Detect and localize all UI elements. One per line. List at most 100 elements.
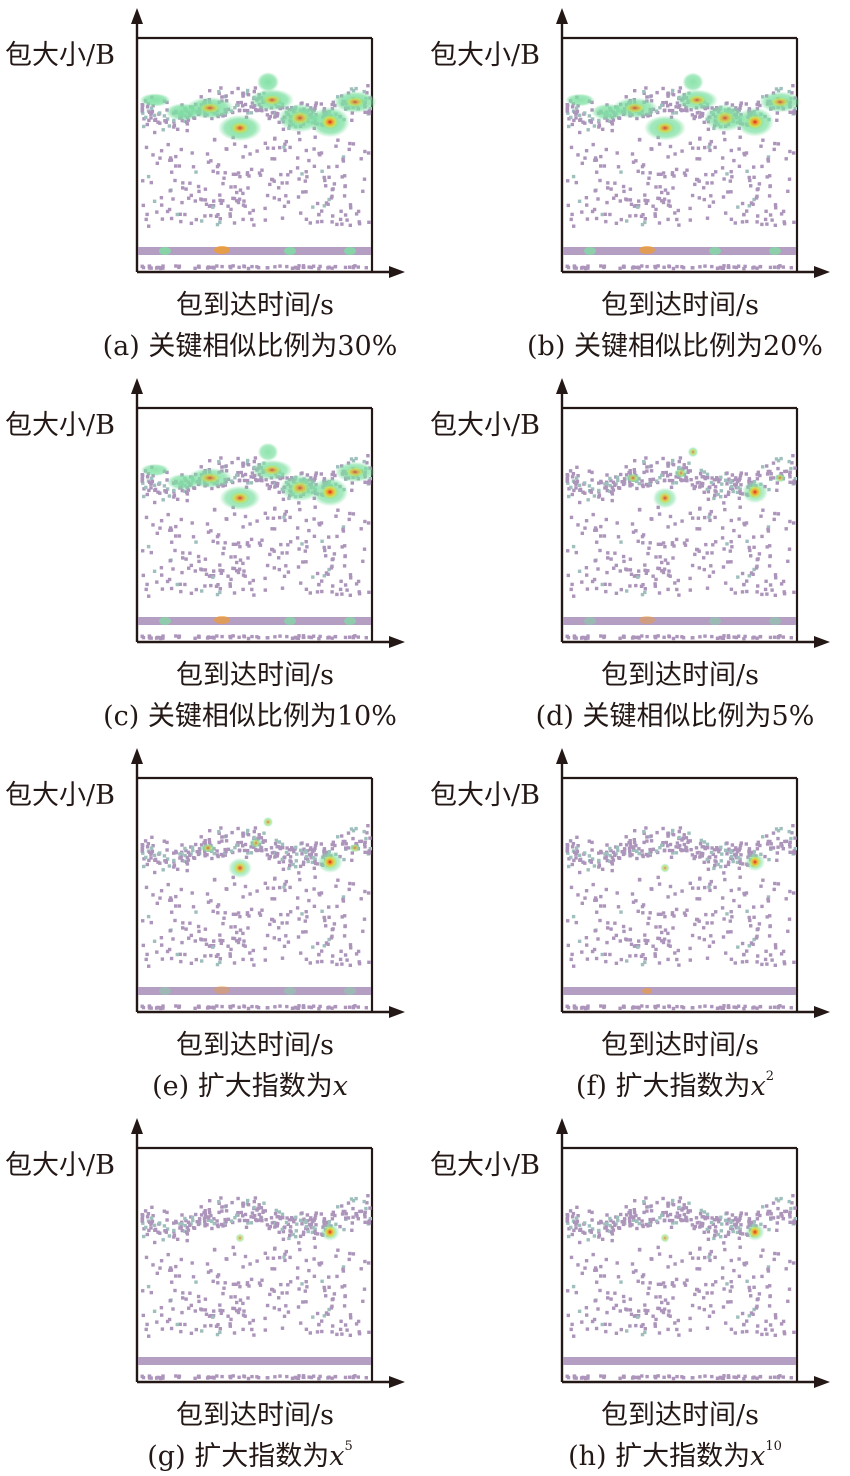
data-point [217,830,220,833]
data-point [611,492,614,495]
data-point [634,529,637,532]
data-point [312,1005,315,1008]
data-point [599,264,602,267]
data-point [677,223,680,226]
data-point [275,1209,278,1212]
data-point [578,119,581,122]
data-point [698,196,701,199]
data-point [679,1218,682,1221]
data-point [256,1207,259,1210]
data-point [165,121,168,124]
data-point [331,558,334,561]
data-point [336,879,339,882]
data-point [616,1219,619,1222]
data-point [252,579,255,582]
data-point [163,1210,166,1213]
data-point [186,122,189,125]
data-point [737,887,740,890]
data-point [621,1220,624,1223]
data-point [658,961,661,964]
data-point [229,555,232,558]
data-point [238,1308,241,1311]
data-point [230,849,233,852]
data-point [323,546,326,549]
x-axis-arrow-icon [389,1006,405,1018]
data-point [599,164,602,167]
data-point [172,1221,175,1224]
data-point [174,634,177,637]
data-point [216,911,219,914]
data-point [707,515,710,518]
data-point [677,1206,680,1209]
data-point [748,179,751,182]
data-point [229,266,232,269]
data-point [774,203,777,206]
data-point [316,1330,319,1333]
data-point [699,842,702,845]
data-point [320,209,323,212]
data-point [706,843,709,846]
data-point [235,931,238,934]
data-point [788,475,791,478]
data-point [590,848,593,851]
data-point [274,842,277,845]
data-point [642,471,645,474]
data-point [238,568,241,571]
data-point [266,1006,269,1009]
heat-core [203,844,213,852]
data-point [646,1224,649,1227]
data-point [242,634,245,637]
data-point [643,591,646,594]
data-point [264,588,267,591]
data-point [340,592,343,595]
data-point [730,588,733,591]
heat-core [345,97,365,108]
data-point [634,214,637,217]
data-point [688,207,691,210]
data-point [153,854,156,857]
caption-variable: x [333,1071,348,1102]
data-point [677,949,680,952]
data-point [151,1263,154,1266]
data-point [363,851,366,854]
data-point [305,175,308,178]
data-point [197,555,200,558]
data-point [181,186,184,189]
data-point [284,934,287,937]
x-axis-label: 包到达时间/s [565,1023,795,1062]
data-point [225,1209,228,1212]
data-point [625,219,628,222]
data-point [244,515,247,518]
data-point [609,187,612,190]
data-point [215,1004,218,1007]
data-point [601,128,604,131]
data-point [333,1292,336,1295]
data-point [197,925,200,928]
data-point [257,266,260,269]
data-point [209,954,212,957]
data-point [601,953,604,956]
data-point [357,1217,360,1220]
data-point [603,904,606,907]
data-point [737,635,740,638]
heat-region [591,104,625,121]
data-point [211,206,214,209]
data-point [153,114,156,117]
data-point [159,267,162,270]
data-point [242,264,245,267]
data-point [760,535,763,538]
data-point [336,835,339,838]
data-point [195,1328,198,1331]
data-point [590,1231,593,1234]
data-point [205,573,208,576]
data-point [660,474,663,477]
data-point [297,195,300,198]
data-point [729,1219,732,1222]
data-point [186,129,189,132]
data-point [273,137,276,140]
data-point [186,869,189,872]
data-point [734,478,737,481]
data-point [229,925,232,928]
data-point [277,1296,280,1299]
data-point [730,485,733,488]
